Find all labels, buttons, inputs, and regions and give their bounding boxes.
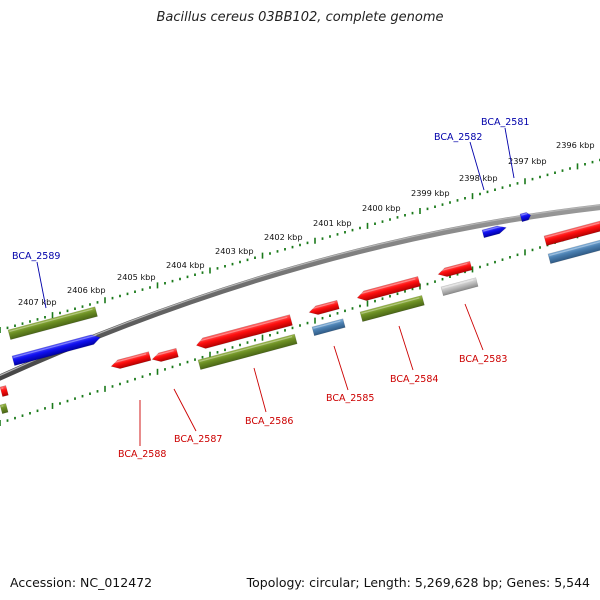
gene-label[interactable]: BCA_2587 — [174, 434, 222, 445]
gene-label[interactable]: BCA_2581 — [481, 117, 529, 128]
gene-feature[interactable] — [519, 211, 532, 223]
gene-feature[interactable] — [440, 277, 479, 297]
gene-label[interactable]: BCA_2586 — [245, 416, 293, 427]
genome-title: Bacillus cereus 03BB102, complete genome — [156, 10, 444, 25]
gene-label[interactable]: BCA_2588 — [118, 449, 166, 460]
gene-feature[interactable] — [11, 333, 102, 367]
gene-feature[interactable] — [110, 351, 152, 371]
tick-label: 2400 kbp — [362, 203, 401, 213]
tick-label: 2404 kbp — [166, 260, 205, 270]
gene-feature[interactable] — [0, 385, 9, 398]
gene-feature[interactable] — [197, 333, 298, 371]
gene-leader-line — [253, 367, 267, 413]
tick-label: 2407 kbp — [18, 297, 57, 307]
gene-feature[interactable] — [547, 238, 600, 265]
gene-label[interactable]: BCA_2589 — [12, 251, 60, 262]
tick-label: 2398 kbp — [459, 173, 498, 183]
gene-feature[interactable] — [356, 276, 421, 302]
gene-feature[interactable] — [543, 220, 600, 247]
gene-leader-line — [469, 141, 485, 191]
inner-tick-scale — [0, 226, 600, 426]
tick-label: 2406 kbp — [67, 285, 106, 295]
tick-label: 2401 kbp — [313, 218, 352, 228]
gene-leader-line — [464, 303, 484, 351]
tick-label: 2397 kbp — [508, 156, 547, 166]
gene-leader-line — [504, 127, 515, 179]
gene-label[interactable]: BCA_2582 — [434, 132, 482, 143]
tick-label: 2396 kbp — [556, 140, 595, 150]
gene-feature[interactable] — [311, 318, 346, 337]
genome-summary-text: Topology: circular; Length: 5,269,628 bp… — [246, 575, 590, 590]
tick-label: 2402 kbp — [264, 232, 303, 242]
outer-tick-scale — [0, 158, 600, 333]
gene-leader-line — [36, 261, 47, 309]
gene-feature[interactable] — [308, 299, 340, 316]
tick-labels: 2396 kbp 2397 kbp 2398 kbp 2399 kbp 2400 kbp… — [18, 140, 595, 307]
gene-feature[interactable] — [359, 295, 425, 323]
gene-label[interactable]: BCA_2585 — [326, 393, 374, 404]
gene-feature[interactable] — [0, 403, 9, 415]
gene-feature[interactable] — [7, 306, 98, 341]
tick-label: 2403 kbp — [215, 246, 254, 256]
gene-feature[interactable] — [195, 314, 293, 351]
gene-leader-line — [333, 345, 349, 391]
gene-label[interactable]: BCA_2583 — [459, 354, 507, 365]
tick-label: 2399 kbp — [411, 188, 450, 198]
tick-label: 2405 kbp — [117, 272, 156, 282]
gene-features — [0, 211, 600, 415]
gene-leader-line — [173, 388, 197, 432]
gene-feature[interactable] — [151, 347, 179, 363]
gene-labels: BCA_2581 BCA_2582 BCA_2583 BCA_2584 BCA_2585… — [12, 117, 529, 460]
gene-leader-line — [398, 325, 414, 371]
gene-feature[interactable] — [437, 260, 473, 278]
accession-text: Accession: NC_012472 — [10, 575, 153, 590]
gene-label[interactable]: BCA_2584 — [390, 374, 438, 385]
gene-feature[interactable] — [481, 224, 507, 239]
